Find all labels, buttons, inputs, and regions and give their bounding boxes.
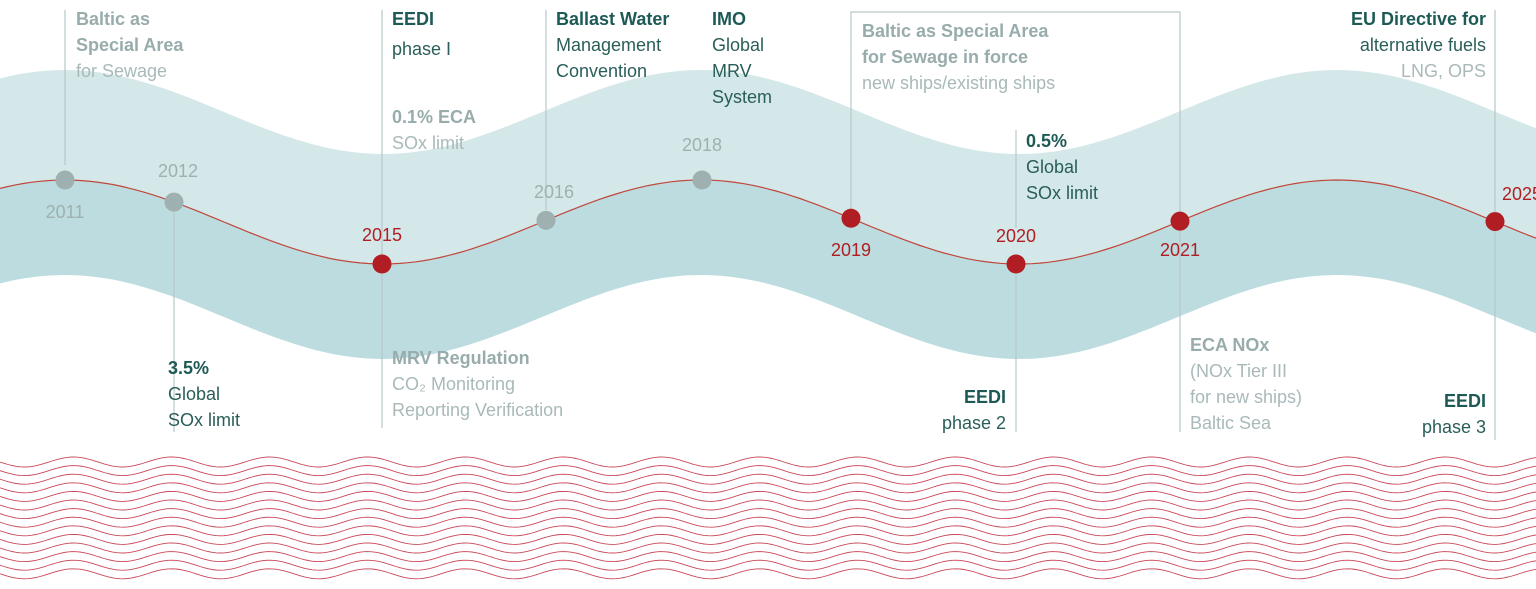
note-line: 3.5% [168, 358, 209, 378]
note-line: CO₂ Monitoring [392, 374, 515, 394]
wave-line [0, 482, 1536, 494]
note-line: phase 2 [942, 413, 1006, 433]
note-line: Global [1026, 157, 1078, 177]
wave-line [0, 465, 1536, 477]
note-line: EEDI [964, 387, 1006, 407]
note-line: 0.5% [1026, 131, 1067, 151]
milestone-dot [841, 208, 861, 228]
note-line: for new ships) [1190, 387, 1302, 407]
note-line: EEDI [392, 9, 434, 29]
note-line: System [712, 87, 772, 107]
wave-line [0, 525, 1536, 537]
milestone-year: 2011 [46, 202, 85, 222]
wave-bands [0, 70, 1536, 359]
milestone-year: 2020 [996, 226, 1036, 246]
upper-band [0, 70, 1536, 264]
milestone-year: 2021 [1160, 240, 1200, 260]
milestone-year: 2018 [682, 135, 722, 155]
note-line: for Sewage [76, 61, 167, 81]
note-line: EEDI [1444, 391, 1486, 411]
note-line: for Sewage in force [862, 47, 1028, 67]
wave-line [0, 508, 1536, 520]
note-line: Baltic Sea [1190, 413, 1272, 433]
note-line: IMO [712, 9, 746, 29]
note-line: phase 3 [1422, 417, 1486, 437]
timeline-line [0, 179, 1536, 265]
note-line: (NOx Tier III [1190, 361, 1287, 381]
wave-line [0, 568, 1536, 580]
note-line: phase I [392, 39, 451, 59]
milestone-dot [692, 170, 712, 190]
milestone-dot [55, 170, 75, 190]
wave-line [0, 473, 1536, 485]
note-line: Baltic as [76, 9, 150, 29]
decorative-waves [0, 456, 1536, 580]
note-line: new ships/existing ships [862, 73, 1055, 93]
milestone-year: 2019 [831, 240, 871, 260]
note-line: SOx limit [392, 133, 464, 153]
note-line: Reporting Verification [392, 400, 563, 420]
note-line: ECA NOx [1190, 335, 1269, 355]
milestone-dot [372, 254, 392, 274]
wave-line [0, 490, 1536, 502]
milestones: 2011 2012 2015 2016 2018 2019 2020 2021 2025 [46, 135, 1536, 274]
milestone-dot [1006, 254, 1026, 274]
wave-line [0, 516, 1536, 528]
milestone-dot [536, 210, 556, 230]
note-line: EU Directive for [1351, 9, 1486, 29]
note-line: Global [168, 384, 220, 404]
milestone-dot [164, 192, 184, 212]
milestone-year: 2025 [1502, 184, 1536, 204]
notes: Baltic as Special Area for Sewage 3.5% Globa… [76, 9, 1486, 437]
wave-line [0, 542, 1536, 554]
note-line: SOx limit [1026, 183, 1098, 203]
note-line: Convention [556, 61, 647, 81]
wave-line [0, 551, 1536, 563]
note-line: Management [556, 35, 661, 55]
note-line: Special Area [76, 35, 184, 55]
wave-line [0, 499, 1536, 511]
note-line: alternative fuels [1360, 35, 1486, 55]
milestone-year: 2016 [534, 182, 574, 202]
milestone-year: 2015 [362, 225, 402, 245]
note-line: Baltic as Special Area [862, 21, 1049, 41]
note-line: Ballast Water [556, 9, 669, 29]
connectors [64, 10, 1496, 440]
connector [850, 11, 1181, 212]
milestone-dot [1170, 211, 1190, 231]
note-line: SOx limit [168, 410, 240, 430]
note-line: MRV [712, 61, 752, 81]
wave-line [0, 456, 1536, 468]
note-line: Global [712, 35, 764, 55]
note-line: 0.1% ECA [392, 107, 476, 127]
lower-band [0, 180, 1536, 359]
milestone-dot [1485, 212, 1505, 232]
milestone-year: 2012 [158, 161, 198, 181]
note-line: LNG, OPS [1401, 61, 1486, 81]
wave-line [0, 533, 1536, 545]
note-line: MRV Regulation [392, 348, 530, 368]
wave-line [0, 559, 1536, 571]
